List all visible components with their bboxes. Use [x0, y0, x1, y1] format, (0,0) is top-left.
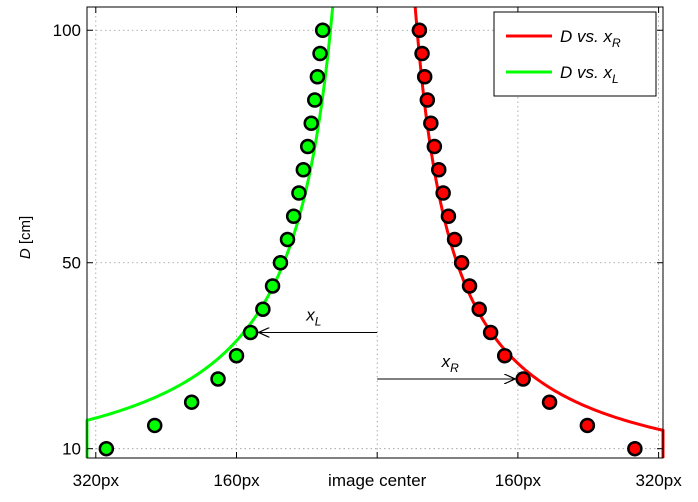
- data-point-L: [98, 440, 115, 457]
- annotation-label-R: xR: [441, 352, 460, 375]
- data-point-R: [515, 371, 531, 387]
- data-point-R: [453, 254, 470, 271]
- annotation-label-subscript: L: [315, 314, 322, 328]
- data-point-L: [183, 394, 200, 410]
- data-point-L: [291, 185, 307, 201]
- data-point-L: [228, 347, 245, 364]
- data-point-R: [416, 68, 433, 85]
- data-point-L: [279, 231, 296, 248]
- plot-frame: [86, 6, 664, 459]
- point-layer: [98, 22, 643, 457]
- data-point-L: [210, 371, 226, 387]
- legend-label-subscript: L: [612, 72, 619, 86]
- data-point-R: [579, 417, 596, 434]
- annotation-label-base: x: [441, 352, 451, 371]
- data-point-R: [440, 208, 457, 224]
- legend: D vs. xRD vs. xL: [493, 11, 657, 97]
- data-point-L: [272, 254, 289, 271]
- y-axis-label: D [cm]: [17, 216, 34, 259]
- data-point-R: [461, 278, 478, 294]
- legend-label-base: D vs. x: [560, 27, 612, 46]
- annotation-label-subscript: R: [450, 361, 459, 375]
- curve-L: [85, 6, 335, 458]
- data-point-R: [482, 324, 499, 341]
- annotation-label-L: xL: [305, 305, 321, 328]
- annotation-label-base: x: [305, 305, 315, 324]
- data-point-R: [435, 185, 451, 201]
- data-point-L: [285, 208, 302, 224]
- data-point-L: [255, 301, 271, 317]
- data-point-R: [419, 92, 436, 108]
- data-point-L: [314, 22, 331, 38]
- data-point-L: [242, 324, 259, 341]
- x-tick-label: 160px: [495, 471, 542, 490]
- legend-label-base: D vs. x: [560, 63, 612, 82]
- y-tick-label: 10: [62, 440, 81, 459]
- data-point-L: [146, 417, 163, 434]
- data-point-R: [496, 347, 513, 364]
- y-axis-variable: D: [17, 248, 34, 259]
- data-point-L: [299, 138, 316, 155]
- legend-box: [493, 11, 657, 97]
- data-point-L: [307, 92, 323, 108]
- x-tick-label: 320px: [635, 471, 682, 490]
- data-point-R: [471, 301, 487, 317]
- y-axis-unit: [cm]: [17, 216, 34, 249]
- data-point-L: [303, 115, 319, 131]
- x-tick-label: 320px: [73, 471, 120, 490]
- y-tick-label: 50: [62, 254, 81, 273]
- data-point-R: [446, 231, 463, 248]
- legend-label-L: D vs. xL: [560, 63, 619, 86]
- x-tick-label: 160px: [213, 471, 260, 490]
- data-point-L: [264, 278, 281, 294]
- data-point-L: [295, 161, 312, 178]
- data-point-R: [431, 161, 447, 178]
- x-tick-label: image center: [328, 471, 427, 490]
- y-tick-label: 100: [53, 21, 81, 40]
- grid-layer: [87, 7, 663, 458]
- data-point-R: [541, 394, 558, 410]
- data-point-R: [411, 22, 428, 38]
- legend-label-subscript: R: [612, 36, 621, 50]
- data-point-R: [423, 115, 439, 131]
- data-point-R: [414, 45, 430, 62]
- data-point-L: [312, 45, 328, 62]
- data-point-R: [627, 440, 643, 457]
- tick-layer: 320px 160px image center 160px 320px 10 50 100: [53, 7, 682, 490]
- data-point-L: [309, 68, 326, 85]
- data-point-R: [426, 138, 443, 155]
- legend-label-R: D vs. xR: [560, 27, 621, 50]
